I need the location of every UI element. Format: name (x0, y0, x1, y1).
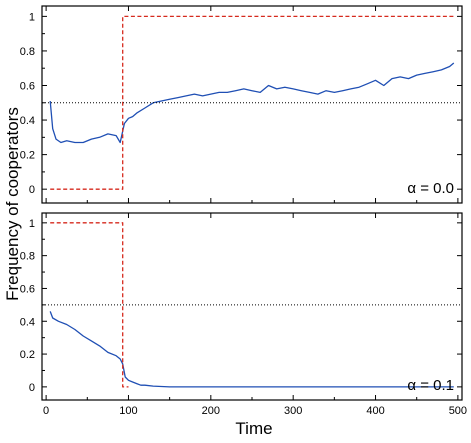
y-tick-label: 1 (29, 218, 35, 230)
x-tick-label: 0 (43, 405, 49, 417)
y-tick-label: 0.6 (20, 283, 35, 295)
y-tick-label: 0.8 (20, 251, 35, 263)
y-tick-label: 0.4 (20, 115, 35, 127)
y-axis-label: Frequency of cooperators (3, 107, 22, 301)
alpha-annotation: α = 0.1 (407, 377, 454, 394)
series-line-solid (49, 311, 454, 388)
alpha-annotation: α = 0.0 (407, 180, 454, 197)
y-tick-label: 0.6 (20, 80, 35, 92)
y-tick-label: 0.2 (20, 349, 35, 361)
x-tick-label: 500 (449, 405, 467, 417)
y-tick-label: 0.2 (20, 150, 35, 162)
y-tick-label: 0 (29, 382, 35, 394)
panel-bottom: 0 0.2 0.4 0.6 0.8 1 0 100 200 300 400 500 α = 0.1 (20, 212, 467, 417)
y-tick-label: 0.8 (20, 46, 35, 58)
series-line-dashed (50, 222, 129, 388)
axes-frame (41, 5, 463, 204)
x-axis-label: Time (235, 419, 272, 438)
x-tick-label: 100 (119, 405, 137, 417)
x-tick-label: 300 (284, 405, 302, 417)
y-tick-label: 0 (29, 184, 35, 196)
series-line-solid (49, 62, 455, 144)
panel-top: 0 0.2 0.4 0.6 0.8 1 α = 0.0 (20, 5, 463, 204)
axes-frame (41, 212, 463, 401)
y-tick-label: 1 (29, 11, 35, 23)
y-tick-label: 0.4 (20, 316, 35, 328)
x-tick-label: 200 (202, 405, 220, 417)
x-tick-label: 400 (366, 405, 384, 417)
series-line-dashed (50, 15, 454, 190)
